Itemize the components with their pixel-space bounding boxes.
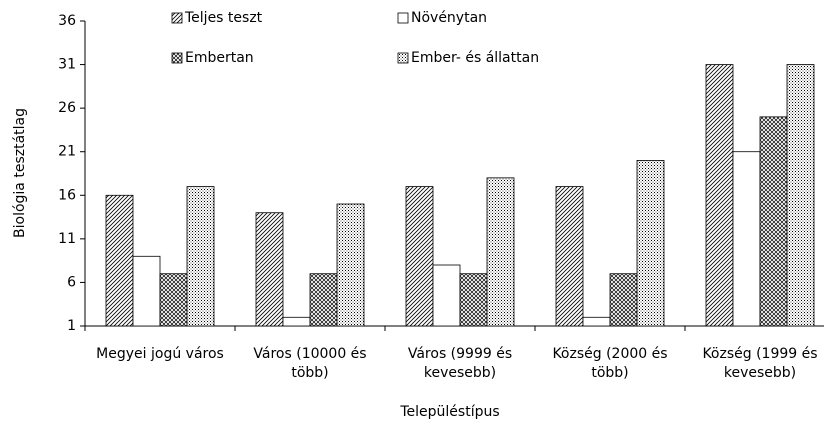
bar — [432, 264, 461, 327]
y-tick-label: 6 — [67, 274, 76, 290]
legend-swatch — [171, 52, 183, 64]
bar — [582, 316, 611, 327]
bar — [459, 273, 488, 327]
bar — [636, 160, 665, 327]
x-tick-label: Község (2000 és több) — [552, 346, 668, 381]
y-tick-label: 36 — [58, 13, 76, 29]
y-tick-label: 26 — [58, 100, 76, 116]
y-tick-label: 31 — [58, 57, 76, 73]
bar — [555, 186, 584, 327]
bar — [282, 316, 311, 327]
legend-label: Teljes teszt — [184, 10, 263, 26]
legend-label: Embertan — [185, 50, 254, 66]
x-tick-label: Város (9999 és kevesebb) — [407, 346, 513, 381]
legend-swatch — [397, 12, 409, 24]
bar — [132, 255, 161, 327]
legend-label: Ember- és állattan — [411, 50, 539, 66]
bar — [486, 177, 515, 327]
bar — [105, 194, 134, 327]
bar — [309, 273, 338, 327]
y-tick-label: 21 — [58, 144, 76, 160]
y-tick-label: 16 — [58, 187, 76, 203]
bar — [255, 212, 284, 327]
y-tick-label: 1 — [67, 318, 76, 334]
x-tick-label: Város (10000 és több) — [253, 346, 367, 381]
bar — [336, 203, 365, 327]
x-tick-label: Megyei jogú város — [96, 346, 224, 362]
bar — [786, 64, 815, 327]
bar — [405, 186, 434, 327]
legend-swatch — [397, 52, 409, 64]
bar — [732, 151, 761, 327]
y-axis-label: Biológia tesztátlag — [12, 108, 28, 238]
bar — [705, 64, 734, 327]
bar — [609, 273, 638, 327]
legend-swatch — [171, 12, 183, 24]
bar — [186, 186, 215, 327]
legend-label: Növénytan — [411, 10, 487, 26]
y-tick-label: 11 — [58, 231, 76, 247]
x-axis-label: Településtípus — [399, 404, 499, 420]
x-tick-label: Község (1999 és kevesebb) — [702, 346, 818, 381]
bar — [159, 273, 188, 327]
bar — [759, 116, 788, 327]
